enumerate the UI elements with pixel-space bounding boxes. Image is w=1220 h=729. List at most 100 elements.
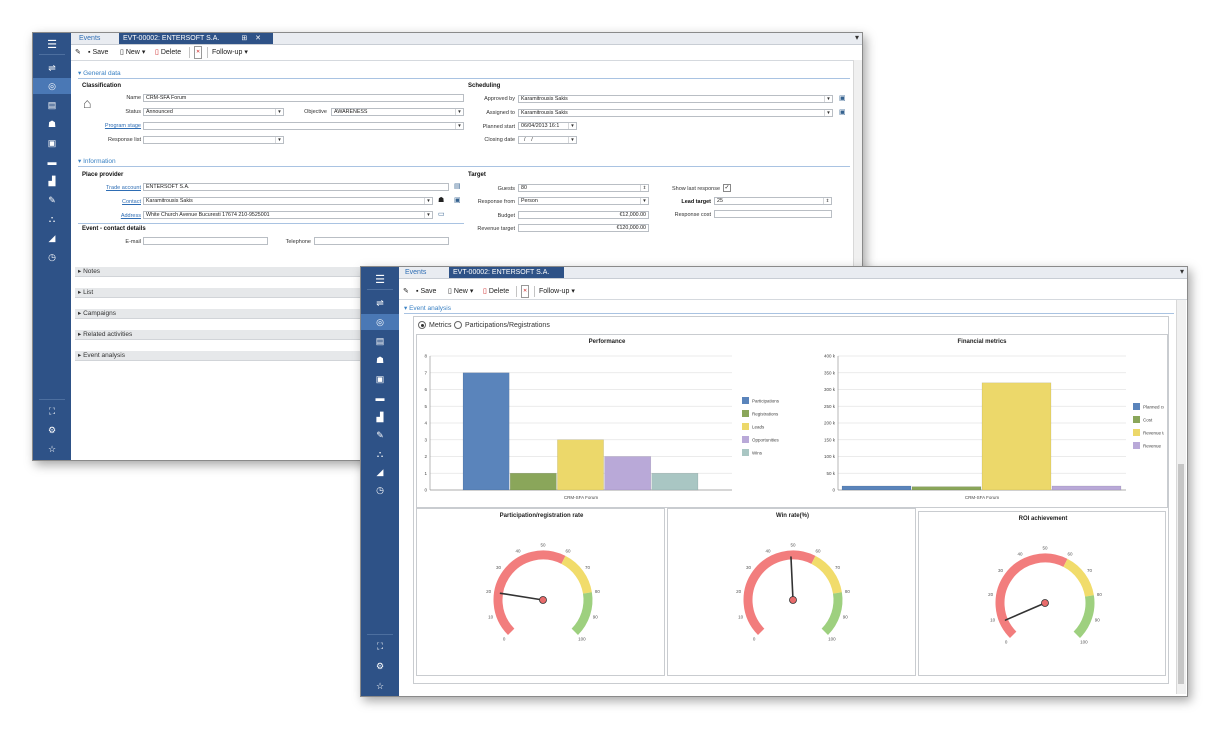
- star-icon[interactable]: ☆: [47, 443, 57, 454]
- response-cost-field[interactable]: [714, 210, 832, 218]
- chevron-down-icon[interactable]: ▼: [640, 198, 648, 204]
- revenue-target-field[interactable]: €120,000.00: [518, 224, 649, 232]
- chevron-down-icon[interactable]: ▼: [424, 212, 432, 218]
- target-icon[interactable]: ◎: [33, 78, 71, 94]
- factory-icon[interactable]: ▟: [376, 411, 384, 422]
- factory-icon[interactable]: ▟: [48, 175, 56, 186]
- trade-account-field[interactable]: ENTERSOFT S.A.: [143, 183, 449, 191]
- save-button[interactable]: ▪ Save: [88, 47, 108, 58]
- chevron-down-icon[interactable]: ▼: [824, 96, 832, 102]
- contact-icon[interactable]: ☗: [47, 118, 57, 129]
- address-book-icon[interactable]: ▤: [47, 99, 57, 110]
- hierarchy-icon[interactable]: ⛬: [376, 448, 384, 459]
- event-analysis-header[interactable]: ▾ Event analysis: [404, 304, 1174, 314]
- objective-select[interactable]: AWARENESS ▼: [331, 108, 464, 116]
- tab-active-record[interactable]: EVT-00002: ENTERSOFT S.A. ⊞ ✕: [119, 33, 273, 44]
- pin-icon[interactable]: ⊞: [459, 280, 465, 287]
- gear-icon[interactable]: ⚙: [47, 424, 57, 435]
- handshake-icon[interactable]: ⇌: [48, 62, 56, 73]
- general-data-header[interactable]: ▾ General data: [78, 69, 850, 79]
- close-icon[interactable]: ✕: [255, 35, 262, 42]
- closing-date-field[interactable]: / / ▼: [518, 136, 577, 144]
- new-button[interactable]: ▯ New ▾: [448, 286, 473, 297]
- tab-active-record[interactable]: EVT-00002: ENTERSOFT S.A. ⊞ ✕: [449, 267, 564, 287]
- handshake-icon[interactable]: ⇌: [376, 297, 384, 308]
- hierarchy-icon[interactable]: ⛬: [48, 213, 56, 224]
- chevron-down-icon[interactable]: ▼: [455, 123, 463, 129]
- edit-button[interactable]: ✎: [75, 47, 81, 58]
- chart-icon[interactable]: ◢: [48, 232, 56, 243]
- follow-up-button[interactable]: Follow-up ▾: [212, 47, 248, 58]
- contact-icon[interactable]: ☗: [375, 354, 385, 365]
- delete-button[interactable]: ▯ Delete: [483, 286, 509, 297]
- truck-icon[interactable]: ▬: [375, 393, 385, 403]
- menu-icon[interactable]: ☰: [375, 273, 385, 286]
- guests-field[interactable]: 80 ⇕: [518, 184, 649, 192]
- information-header[interactable]: ▾ Information: [78, 157, 850, 167]
- contact-label[interactable]: Contact: [122, 199, 141, 205]
- delete-button[interactable]: ▯ Delete: [155, 47, 181, 58]
- menu-icon[interactable]: ☰: [47, 38, 57, 51]
- tab-menu-arrow[interactable]: ▾: [854, 33, 859, 42]
- chevron-down-icon[interactable]: ▼: [568, 123, 576, 129]
- scrollbar[interactable]: [853, 60, 862, 268]
- spinner-icon[interactable]: ⇕: [640, 185, 648, 191]
- star-icon[interactable]: ☆: [375, 680, 385, 691]
- person-icon[interactable]: ☗: [438, 197, 445, 204]
- edit-document-icon[interactable]: ✎: [48, 194, 56, 205]
- trade-account-label[interactable]: Trade account: [106, 185, 141, 191]
- calendar-person-icon[interactable]: ▣: [839, 109, 846, 116]
- assigned-to-select[interactable]: Karamitrousis Sakis ▼: [518, 109, 833, 117]
- lead-target-field[interactable]: 25 ⇕: [714, 197, 832, 205]
- budget-field[interactable]: €12,000.00: [518, 211, 649, 219]
- tab-events[interactable]: Events: [79, 35, 101, 42]
- calendar-person-icon[interactable]: ▣: [839, 95, 846, 102]
- chevron-down-icon[interactable]: ▼: [275, 109, 283, 115]
- program-stage-select[interactable]: ▼: [143, 122, 464, 130]
- response-from-select[interactable]: Person ▼: [518, 197, 649, 205]
- target-icon[interactable]: ◎: [361, 314, 399, 330]
- tab-menu-arrow[interactable]: ▾: [1179, 267, 1184, 276]
- chevron-down-icon[interactable]: ▼: [424, 198, 432, 204]
- edit-button[interactable]: ✎: [403, 286, 409, 297]
- planned-start-field[interactable]: 06/04/2013 16:1 ▼: [518, 122, 577, 130]
- chevron-down-icon[interactable]: ▼: [568, 137, 576, 143]
- gauge-icon[interactable]: ◷: [48, 251, 56, 262]
- tab-events[interactable]: Events: [405, 269, 427, 276]
- scrollbar[interactable]: [1176, 300, 1186, 694]
- gear-icon[interactable]: ⚙: [375, 660, 385, 671]
- edit-document-icon[interactable]: ✎: [376, 429, 384, 440]
- close-record-button[interactable]: ✕: [521, 285, 530, 298]
- map-icon[interactable]: ▭: [438, 211, 445, 218]
- close-record-button[interactable]: ✕: [194, 46, 203, 59]
- close-icon[interactable]: ✕: [473, 280, 479, 287]
- metrics-radio[interactable]: Metrics: [418, 321, 452, 329]
- follow-up-button[interactable]: Follow-up ▾: [539, 286, 575, 297]
- show-last-response-checkbox[interactable]: ✓: [723, 184, 731, 192]
- response-list-select[interactable]: ▼: [143, 136, 284, 144]
- chevron-down-icon[interactable]: ▼: [455, 109, 463, 115]
- contact-select[interactable]: Karamitrousis Sakis ▼: [143, 197, 433, 205]
- spinner-icon[interactable]: ⇕: [823, 198, 831, 204]
- pin-icon[interactable]: ⊞: [241, 35, 248, 42]
- truck-icon[interactable]: ▬: [47, 157, 57, 167]
- name-field[interactable]: CRM-SFA Forum: [143, 94, 464, 102]
- gauge-icon[interactable]: ◷: [376, 484, 384, 495]
- chevron-down-icon[interactable]: ▼: [824, 110, 832, 116]
- org-chart-icon[interactable]: ⛶: [48, 405, 56, 416]
- status-select[interactable]: Announced ▼: [143, 108, 284, 116]
- address-label[interactable]: Address: [120, 213, 141, 219]
- chart-icon[interactable]: ◢: [376, 466, 384, 477]
- address-select[interactable]: White Church Avenue Bucuresti 17674 210-…: [143, 211, 433, 219]
- approved-by-select[interactable]: Karamitrousis Sakis ▼: [518, 95, 833, 103]
- company-lookup-icon[interactable]: ▤: [454, 183, 461, 190]
- scrollbar-thumb[interactable]: [1178, 464, 1184, 684]
- org-chart-icon[interactable]: ⛶: [376, 640, 384, 651]
- new-button[interactable]: ▯ New ▾: [120, 47, 145, 58]
- email-field[interactable]: [143, 237, 268, 245]
- program-stage-label[interactable]: Program stage: [104, 123, 141, 129]
- chevron-down-icon[interactable]: ▼: [275, 137, 283, 143]
- participations-radio[interactable]: Participations/Registrations: [454, 321, 550, 329]
- address-book-icon[interactable]: ▤: [375, 335, 385, 346]
- telephone-field[interactable]: [314, 237, 449, 245]
